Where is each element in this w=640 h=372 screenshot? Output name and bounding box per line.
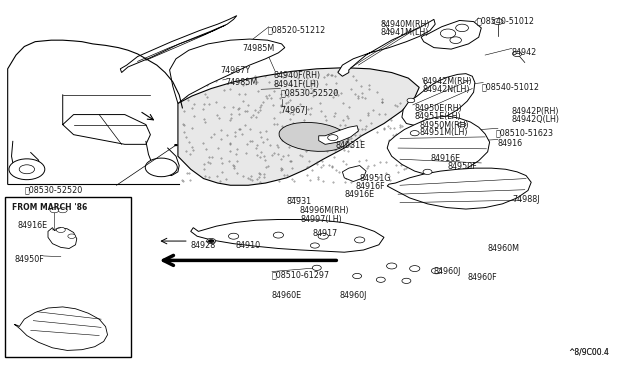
Text: 84997(LH): 84997(LH) <box>301 215 342 224</box>
Circle shape <box>9 159 45 180</box>
Text: 84960J: 84960J <box>434 267 461 276</box>
Circle shape <box>353 273 362 279</box>
Text: 84996M(RH): 84996M(RH) <box>300 206 349 215</box>
Circle shape <box>431 268 442 274</box>
Circle shape <box>407 98 415 103</box>
Text: 84916E: 84916E <box>344 190 374 199</box>
Polygon shape <box>387 116 490 176</box>
Polygon shape <box>387 168 531 209</box>
Polygon shape <box>178 68 419 185</box>
Text: 84960M: 84960M <box>488 244 520 253</box>
Circle shape <box>376 277 385 282</box>
Text: 84951M(LH): 84951M(LH) <box>419 128 468 137</box>
Polygon shape <box>421 20 481 49</box>
Text: 84916E: 84916E <box>18 221 48 230</box>
Circle shape <box>410 266 420 272</box>
Text: 84931: 84931 <box>287 197 312 206</box>
Text: Ⓢ08530-52520: Ⓢ08530-52520 <box>280 89 339 97</box>
Circle shape <box>423 169 432 174</box>
Circle shape <box>19 165 35 174</box>
Ellipse shape <box>279 122 348 151</box>
Text: 84950E(RH): 84950E(RH) <box>415 104 463 113</box>
Polygon shape <box>170 39 285 103</box>
Text: Ⓢ08520-51212: Ⓢ08520-51212 <box>268 25 326 34</box>
Text: 74967J: 74967J <box>280 106 308 115</box>
Text: 84960F: 84960F <box>467 273 497 282</box>
Text: 84910: 84910 <box>236 241 260 250</box>
Polygon shape <box>402 74 475 126</box>
Polygon shape <box>14 307 108 350</box>
Text: 74985M: 74985M <box>225 78 257 87</box>
Text: 74985M: 74985M <box>242 44 274 53</box>
Text: 84951E(LH): 84951E(LH) <box>415 112 461 121</box>
Circle shape <box>174 144 178 146</box>
Circle shape <box>273 232 284 238</box>
Text: 84941M(LH): 84941M(LH) <box>381 28 429 37</box>
Circle shape <box>410 131 419 136</box>
Circle shape <box>493 19 503 25</box>
Circle shape <box>458 122 466 127</box>
Text: FROM MARCH '86: FROM MARCH '86 <box>12 203 87 212</box>
Circle shape <box>387 263 397 269</box>
Circle shape <box>58 208 67 213</box>
Polygon shape <box>48 228 77 248</box>
Circle shape <box>68 234 76 238</box>
Text: 84950F: 84950F <box>14 255 44 264</box>
Text: Ⓢ08510-51623: Ⓢ08510-51623 <box>496 128 554 137</box>
Text: 84931E: 84931E <box>336 141 366 150</box>
Circle shape <box>228 233 239 239</box>
Circle shape <box>145 158 177 177</box>
Circle shape <box>312 265 321 270</box>
Polygon shape <box>338 19 435 76</box>
Text: 84917: 84917 <box>312 229 337 238</box>
Circle shape <box>440 29 456 38</box>
Text: 84942P(RH): 84942P(RH) <box>512 107 559 116</box>
Bar <box>5 197 131 357</box>
Text: 84928: 84928 <box>191 241 216 250</box>
Text: 74967Y: 74967Y <box>221 66 251 75</box>
Text: 74988J: 74988J <box>512 195 540 204</box>
Text: 84941F(LH): 84941F(LH) <box>274 80 320 89</box>
Text: 84942Q(LH): 84942Q(LH) <box>512 115 560 124</box>
Circle shape <box>310 243 319 248</box>
Circle shape <box>208 239 214 243</box>
Polygon shape <box>319 126 358 144</box>
Text: 84942M(RH): 84942M(RH) <box>422 77 472 86</box>
Polygon shape <box>120 16 237 73</box>
Circle shape <box>402 278 411 283</box>
Text: Ⓢ08540-51012: Ⓢ08540-51012 <box>481 83 540 92</box>
Circle shape <box>450 37 461 44</box>
Text: 84951G: 84951G <box>360 174 391 183</box>
Polygon shape <box>342 166 366 182</box>
Circle shape <box>513 51 522 57</box>
Text: 84942: 84942 <box>512 48 537 57</box>
Circle shape <box>207 238 216 244</box>
Circle shape <box>328 135 338 141</box>
Text: 84940F(RH): 84940F(RH) <box>274 71 321 80</box>
Text: 84942N(LH): 84942N(LH) <box>422 85 470 94</box>
Text: 84950F: 84950F <box>448 162 477 171</box>
Text: Ⓢ08530-52520: Ⓢ08530-52520 <box>24 185 83 194</box>
Circle shape <box>456 24 468 32</box>
Text: 84940M(RH): 84940M(RH) <box>381 20 430 29</box>
Circle shape <box>50 208 59 213</box>
Text: 84916F: 84916F <box>355 182 385 191</box>
Text: ^8/9C00.4: ^8/9C00.4 <box>568 348 609 357</box>
Circle shape <box>56 227 65 232</box>
Text: Ⓢ08510-61297: Ⓢ08510-61297 <box>272 271 330 280</box>
Text: 84950M(RH): 84950M(RH) <box>419 121 469 130</box>
Polygon shape <box>191 219 384 252</box>
Text: 84916E: 84916E <box>430 154 460 163</box>
Text: Ⓢ08540-51012: Ⓢ08540-51012 <box>477 17 535 26</box>
Text: 84916: 84916 <box>498 140 523 148</box>
Text: 84960E: 84960E <box>272 291 302 300</box>
Circle shape <box>355 237 365 243</box>
Circle shape <box>318 233 328 239</box>
Text: ^8/9C00.4: ^8/9C00.4 <box>568 348 609 357</box>
Text: 84960J: 84960J <box>339 291 367 300</box>
